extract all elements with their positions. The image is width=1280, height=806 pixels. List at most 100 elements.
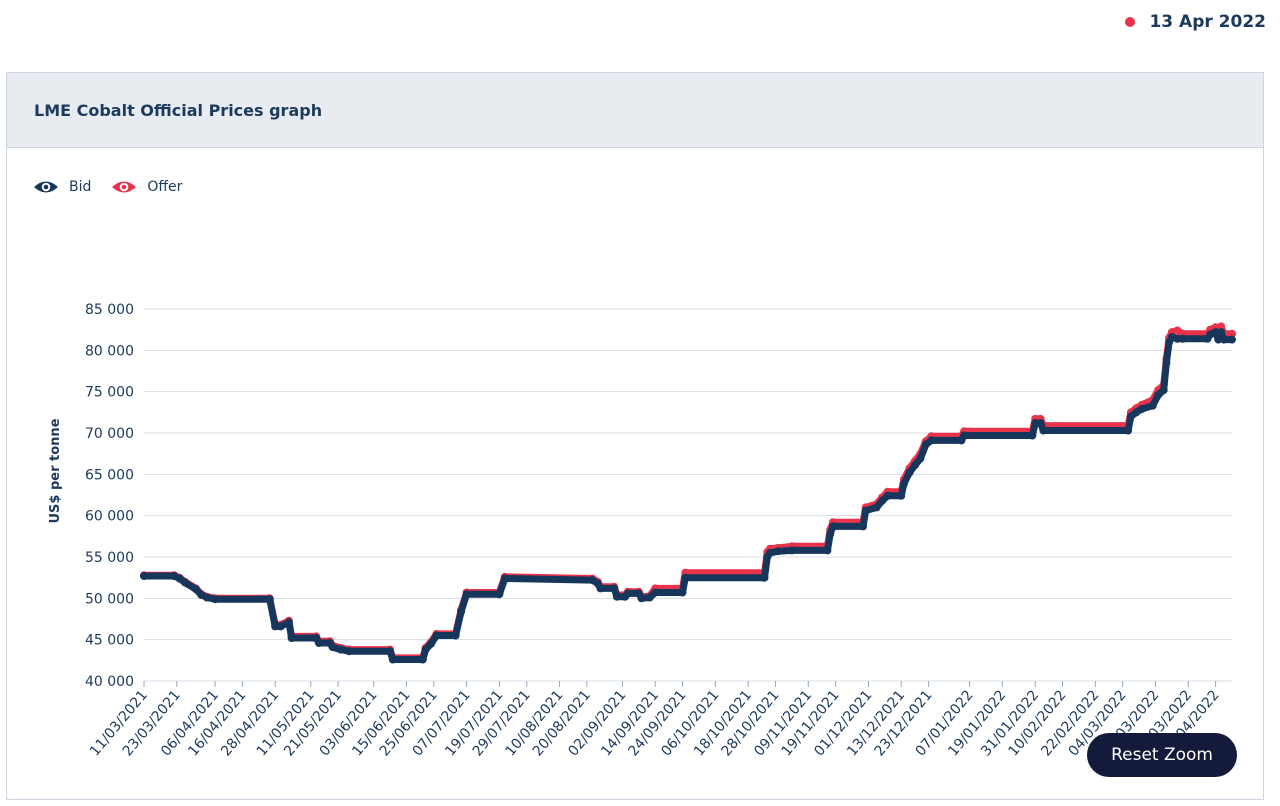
grid-lines bbox=[144, 308, 1232, 682]
data-point-bid[interactable] bbox=[637, 594, 646, 603]
data-point-bid[interactable] bbox=[612, 592, 621, 601]
data-point-bid[interactable] bbox=[265, 595, 274, 604]
data-point-bid[interactable] bbox=[421, 645, 430, 654]
x-axis-ticks: 11/03/202123/03/202106/04/202116/04/2021… bbox=[87, 681, 1223, 759]
data-point-bid[interactable] bbox=[315, 639, 323, 647]
y-tick-label: 50 000 bbox=[85, 591, 134, 607]
legend-item-bid[interactable]: Bid bbox=[33, 179, 91, 195]
data-point-bid[interactable] bbox=[878, 496, 887, 505]
y-tick-label: 60 000 bbox=[85, 509, 134, 525]
y-axis-ticks: 85 000 80 000 75 000 70 000 65 000 60 000 55 0… bbox=[85, 302, 134, 690]
data-point-bid[interactable] bbox=[859, 522, 867, 531]
data-point-bid[interactable] bbox=[427, 639, 435, 648]
data-point-bid[interactable] bbox=[681, 573, 690, 582]
y-tick-label: 70 000 bbox=[85, 426, 134, 442]
legend-item-offer[interactable]: Offer bbox=[111, 179, 182, 195]
data-point-bid[interactable] bbox=[287, 634, 296, 642]
data-point-bid[interactable] bbox=[760, 573, 769, 582]
series-line-offer bbox=[140, 322, 1236, 662]
data-point-bid[interactable] bbox=[276, 622, 285, 631]
data-point-bid[interactable] bbox=[1217, 328, 1226, 337]
y-tick-label: 40 000 bbox=[85, 674, 134, 690]
data-point-bid[interactable] bbox=[883, 491, 892, 500]
data-point-bid[interactable] bbox=[905, 468, 914, 477]
data-point-bid[interactable] bbox=[826, 529, 835, 538]
data-point-bid[interactable] bbox=[872, 503, 881, 512]
data-point-bid[interactable] bbox=[1028, 431, 1037, 440]
data-point-bid[interactable] bbox=[1214, 335, 1223, 344]
data-point-bid[interactable] bbox=[910, 461, 919, 470]
data-point-bid[interactable] bbox=[921, 440, 930, 449]
data-point-bid[interactable] bbox=[1159, 386, 1168, 394]
data-point-bid[interactable] bbox=[175, 574, 184, 583]
data-point-bid[interactable] bbox=[181, 578, 189, 587]
data-point-bid[interactable] bbox=[271, 622, 280, 631]
data-point-bid[interactable] bbox=[500, 574, 509, 583]
reset-zoom-button[interactable]: Reset Zoom bbox=[1087, 733, 1237, 777]
price-chart[interactable]: 85 000 80 000 75 000 70 000 65 000 60 000 55 0… bbox=[7, 223, 1263, 783]
data-point-bid[interactable] bbox=[140, 572, 148, 580]
data-point-bid[interactable] bbox=[388, 655, 397, 664]
data-point-bid[interactable] bbox=[960, 431, 969, 440]
y-axis-label: US$ per tonne bbox=[48, 418, 63, 523]
data-point-bid[interactable] bbox=[774, 547, 783, 556]
y-tick-label: 55 000 bbox=[85, 550, 134, 566]
data-point-bid[interactable] bbox=[418, 655, 427, 664]
y-tick-label: 45 000 bbox=[85, 633, 134, 649]
data-point-offer[interactable] bbox=[1217, 322, 1226, 331]
data-point-bid[interactable] bbox=[610, 584, 619, 593]
eye-icon bbox=[112, 181, 137, 193]
data-point-bid[interactable] bbox=[1036, 419, 1045, 428]
series-line-bid bbox=[140, 328, 1236, 663]
status-dot bbox=[1125, 17, 1136, 27]
data-point-bid[interactable] bbox=[495, 590, 504, 599]
data-point-bid[interactable] bbox=[284, 618, 293, 627]
data-point-bid[interactable] bbox=[1178, 334, 1187, 343]
data-point-bid[interactable] bbox=[1228, 335, 1236, 344]
data-point-bid[interactable] bbox=[1162, 358, 1171, 367]
data-point-bid[interactable] bbox=[386, 647, 394, 656]
data-point-bid[interactable] bbox=[1124, 426, 1133, 435]
data-point-bid[interactable] bbox=[328, 643, 337, 652]
eye-icon bbox=[34, 181, 58, 193]
data-point-bid[interactable] bbox=[900, 479, 908, 488]
data-point-bid[interactable] bbox=[823, 546, 832, 555]
legend-label-bid: Bid bbox=[69, 179, 92, 195]
data-point-bid[interactable] bbox=[861, 506, 870, 515]
data-point-bid[interactable] bbox=[1148, 401, 1157, 410]
data-point-bid[interactable] bbox=[1173, 334, 1182, 343]
data-point-bid[interactable] bbox=[462, 590, 471, 599]
data-point-bid[interactable] bbox=[678, 588, 687, 597]
chart-series bbox=[140, 322, 1236, 664]
data-point-bid[interactable] bbox=[432, 631, 441, 640]
data-point-bid[interactable] bbox=[828, 522, 837, 531]
data-point-bid[interactable] bbox=[1137, 405, 1146, 413]
data-point-bid[interactable] bbox=[623, 589, 632, 598]
data-point-bid[interactable] bbox=[211, 595, 220, 604]
data-point-bid[interactable] bbox=[451, 631, 460, 640]
chart-card: LME Cobalt Official Prices graph Bid Off… bbox=[6, 72, 1264, 800]
data-point-bid[interactable] bbox=[897, 491, 906, 500]
data-point-bid[interactable] bbox=[191, 585, 200, 594]
data-point-bid[interactable] bbox=[596, 584, 605, 593]
data-point-bid[interactable] bbox=[651, 588, 660, 597]
data-point-bid[interactable] bbox=[457, 607, 466, 616]
data-point-bid[interactable] bbox=[927, 436, 936, 445]
data-point-bid[interactable] bbox=[787, 546, 796, 555]
data-point-bid[interactable] bbox=[345, 647, 353, 656]
data-point-bid[interactable] bbox=[1219, 335, 1228, 344]
data-point-bid[interactable] bbox=[766, 548, 774, 557]
data-point-bid[interactable] bbox=[916, 454, 925, 463]
chart-legend: Bid Offer bbox=[33, 179, 182, 195]
y-tick-label: 80 000 bbox=[85, 343, 134, 359]
data-point-bid[interactable] bbox=[1039, 426, 1048, 435]
chart-title: LME Cobalt Official Prices graph bbox=[34, 100, 323, 120]
data-point-bid[interactable] bbox=[1154, 391, 1163, 399]
data-point-offer[interactable] bbox=[1228, 329, 1236, 338]
card-header: LME Cobalt Official Prices graph bbox=[7, 73, 1263, 148]
data-point-bid[interactable] bbox=[1126, 412, 1135, 421]
data-point-bid[interactable] bbox=[1211, 328, 1220, 337]
data-point-bid[interactable] bbox=[645, 593, 654, 602]
data-point-bid[interactable] bbox=[336, 645, 345, 654]
data-point-bid[interactable] bbox=[202, 593, 211, 602]
